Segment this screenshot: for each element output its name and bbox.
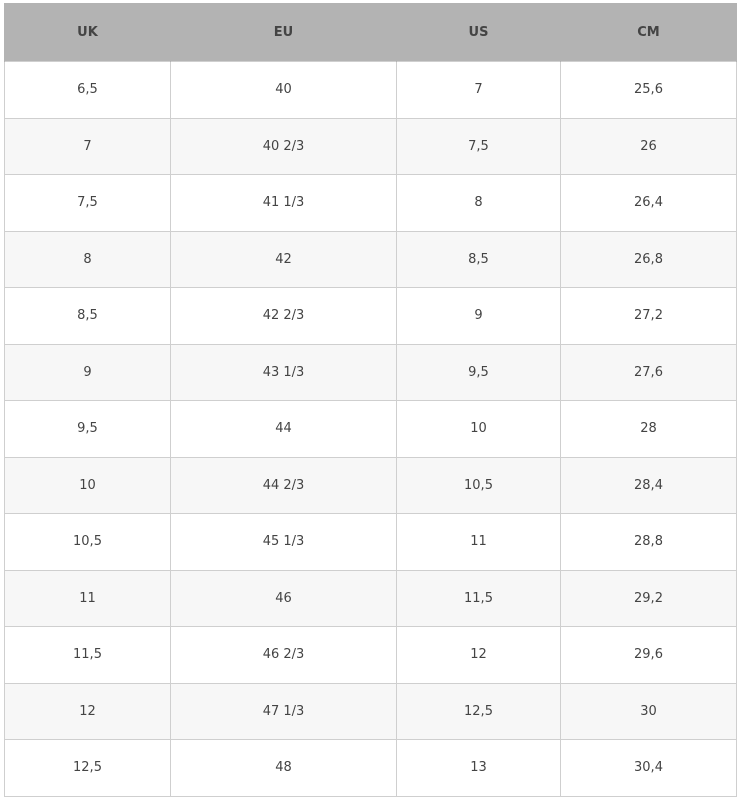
cell-eu: 41 1/3: [170, 174, 397, 232]
cell-eu: 42 2/3: [170, 287, 397, 345]
cell-uk: 12,5: [4, 739, 171, 797]
cell-cm: 26,4: [560, 174, 737, 232]
cell-uk: 9,5: [4, 400, 171, 458]
header-uk: UK: [4, 3, 171, 62]
cell-cm: 27,6: [560, 343, 737, 401]
cell-us: 9: [396, 287, 561, 345]
cell-eu: 42: [170, 230, 397, 288]
cell-us: 8,5: [396, 230, 561, 288]
header-row: UK EU US CM: [4, 3, 737, 62]
cell-cm: 27,2: [560, 287, 737, 345]
cell-cm: 29,2: [560, 569, 737, 627]
cell-cm: 30: [560, 682, 737, 740]
table-row: 8,5 42 2/3 9 27,2: [4, 287, 737, 345]
table-body: 6,5 40 7 25,6 7 40 2/3 7,5 26 7,5 41 1/3 8 26,4 8 42 8…: [4, 61, 737, 797]
size-conversion-table: UK EU US CM 6,5 40 7 25,6 7 40 2/3 7,5 26 7,5 41 …: [4, 3, 737, 797]
cell-cm: 26: [560, 117, 737, 175]
cell-cm: 28,8: [560, 513, 737, 571]
cell-cm: 30,4: [560, 739, 737, 797]
table-row: 11,5 46 2/3 12 29,6: [4, 626, 737, 684]
cell-uk: 7: [4, 117, 171, 175]
table-row: 12 47 1/3 12,5 30: [4, 682, 737, 740]
cell-eu: 40 2/3: [170, 117, 397, 175]
cell-uk: 11,5: [4, 626, 171, 684]
cell-us: 10,5: [396, 456, 561, 514]
table-row: 12,5 48 13 30,4: [4, 739, 737, 797]
cell-eu: 40: [170, 61, 397, 119]
header-cm: CM: [560, 3, 737, 62]
table-row: 9,5 44 10 28: [4, 400, 737, 458]
cell-us: 11,5: [396, 569, 561, 627]
cell-eu: 45 1/3: [170, 513, 397, 571]
cell-eu: 46: [170, 569, 397, 627]
cell-uk: 7,5: [4, 174, 171, 232]
cell-uk: 8,5: [4, 287, 171, 345]
cell-uk: 10: [4, 456, 171, 514]
cell-cm: 28: [560, 400, 737, 458]
table-row: 10,5 45 1/3 11 28,8: [4, 513, 737, 571]
table-row: 7 40 2/3 7,5 26: [4, 117, 737, 175]
header-eu: EU: [170, 3, 397, 62]
cell-cm: 26,8: [560, 230, 737, 288]
table-row: 7,5 41 1/3 8 26,4: [4, 174, 737, 232]
table-row: 9 43 1/3 9,5 27,6: [4, 343, 737, 401]
cell-eu: 47 1/3: [170, 682, 397, 740]
cell-cm: 28,4: [560, 456, 737, 514]
cell-eu: 46 2/3: [170, 626, 397, 684]
header-us: US: [396, 3, 561, 62]
cell-eu: 44 2/3: [170, 456, 397, 514]
cell-uk: 11: [4, 569, 171, 627]
cell-us: 11: [396, 513, 561, 571]
cell-us: 7,5: [396, 117, 561, 175]
cell-cm: 25,6: [560, 61, 737, 119]
cell-cm: 29,6: [560, 626, 737, 684]
table-row: 6,5 40 7 25,6: [4, 61, 737, 119]
cell-us: 13: [396, 739, 561, 797]
cell-uk: 6,5: [4, 61, 171, 119]
cell-us: 8: [396, 174, 561, 232]
cell-eu: 43 1/3: [170, 343, 397, 401]
cell-us: 7: [396, 61, 561, 119]
cell-us: 12: [396, 626, 561, 684]
cell-us: 12,5: [396, 682, 561, 740]
cell-us: 10: [396, 400, 561, 458]
table-row: 10 44 2/3 10,5 28,4: [4, 456, 737, 514]
cell-uk: 8: [4, 230, 171, 288]
cell-us: 9,5: [396, 343, 561, 401]
cell-eu: 48: [170, 739, 397, 797]
cell-uk: 9: [4, 343, 171, 401]
cell-uk: 12: [4, 682, 171, 740]
table-row: 8 42 8,5 26,8: [4, 230, 737, 288]
cell-uk: 10,5: [4, 513, 171, 571]
cell-eu: 44: [170, 400, 397, 458]
table-row: 11 46 11,5 29,2: [4, 569, 737, 627]
